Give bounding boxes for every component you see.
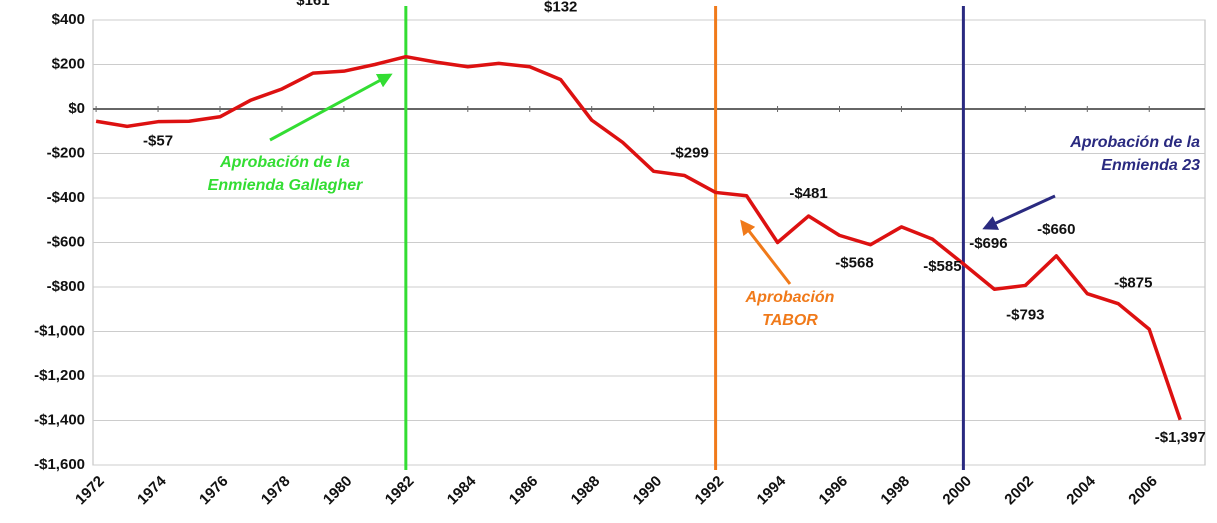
annotation: Aprobación de la — [219, 154, 350, 171]
x-tick-label: 1996 — [816, 473, 852, 509]
data-label: -$568 — [835, 254, 873, 271]
x-tick-label: 1992 — [692, 473, 728, 509]
x-tick-label: 1978 — [258, 473, 294, 509]
data-label: -$793 — [1006, 306, 1044, 323]
data-label: -$57 — [143, 133, 173, 150]
data-label: $190 — [451, 0, 484, 3]
x-tick-label: 2004 — [1063, 472, 1099, 508]
x-tick-label: 1994 — [754, 472, 790, 508]
y-tick-label: $200 — [52, 55, 85, 72]
x-tick-label: 2006 — [1125, 473, 1161, 509]
annotation: TABOR — [762, 312, 818, 329]
y-tick-label: -$1,200 — [34, 367, 85, 384]
annotation: Aprobación — [745, 289, 835, 306]
annotation: Aprobación de la — [1069, 134, 1200, 151]
annotation: Enmienda 23 — [1101, 157, 1200, 174]
data-label: -$1,397 — [1155, 429, 1206, 446]
data-label: -$660 — [1037, 221, 1075, 238]
x-tick-label: 1974 — [134, 472, 170, 508]
x-tick-label: 1986 — [506, 473, 542, 509]
y-tick-label: -$600 — [47, 233, 85, 250]
x-tick-label: 1976 — [196, 473, 232, 509]
data-label: -$585 — [923, 258, 961, 275]
y-tick-label: -$200 — [47, 144, 85, 161]
data-label: -$696 — [969, 235, 1007, 252]
y-tick-label: -$1,000 — [34, 322, 85, 339]
x-tick-label: 1972 — [72, 473, 108, 509]
data-label: -$481 — [789, 185, 827, 202]
annotation-arrow — [982, 194, 1056, 230]
y-tick-label: -$400 — [47, 189, 85, 206]
x-tick-label: 1998 — [877, 473, 913, 509]
data-label: -$299 — [670, 144, 708, 161]
y-tick-label: -$1,400 — [34, 411, 85, 428]
annotation-arrow — [269, 73, 393, 142]
data-line — [95, 54, 1182, 421]
x-tick-label: 2000 — [939, 473, 975, 509]
x-tick-label: 1988 — [568, 473, 604, 509]
data-label: $161 — [296, 0, 329, 9]
x-tick-label: 1982 — [382, 473, 418, 509]
x-tick-label: 1990 — [630, 473, 666, 509]
x-tick-label: 1984 — [444, 472, 480, 508]
x-tick-label: 2002 — [1001, 473, 1037, 509]
annotation-arrow — [740, 219, 792, 285]
annotation: Enmienda Gallagher — [208, 177, 363, 194]
x-tick-label: 1980 — [320, 473, 356, 509]
y-tick-label: -$1,600 — [34, 456, 85, 473]
data-label: -$875 — [1114, 275, 1152, 292]
data-label: $132 — [544, 0, 577, 16]
y-tick-label: $0 — [68, 100, 85, 117]
y-tick-label: $400 — [52, 11, 85, 28]
y-tick-label: -$800 — [47, 278, 85, 295]
